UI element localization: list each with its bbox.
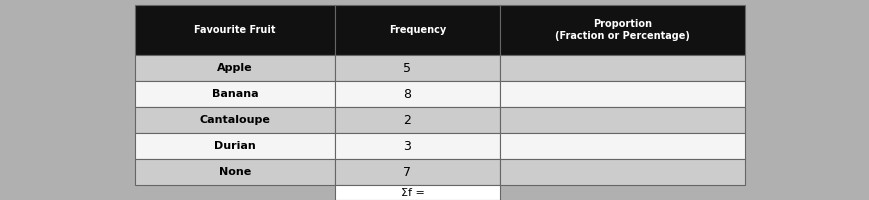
Bar [335,107,500,133]
Text: Proportion
(Fraction or Percentage): Proportion (Fraction or Percentage) [554,19,689,41]
Bar [500,107,744,133]
Text: 5: 5 [403,62,411,74]
Bar [500,81,744,107]
Text: Frequency: Frequency [388,25,446,35]
Text: Cantaloupe: Cantaloupe [199,115,270,125]
Bar [335,55,500,81]
Bar [335,133,500,159]
Text: 7: 7 [403,166,411,178]
Bar [500,133,744,159]
Bar [135,107,335,133]
Bar [135,5,335,55]
Text: 2: 2 [403,114,411,127]
Bar [135,81,335,107]
Text: Durian: Durian [214,141,255,151]
Bar [135,133,335,159]
Text: Favourite Fruit: Favourite Fruit [194,25,275,35]
Text: Banana: Banana [211,89,258,99]
Text: 8: 8 [403,88,411,100]
Text: Σf =: Σf = [400,188,424,198]
Text: None: None [219,167,251,177]
Bar [135,159,335,185]
Bar [135,55,335,81]
Bar [500,55,744,81]
Bar [500,159,744,185]
Text: 3: 3 [403,140,411,152]
Bar [335,185,500,200]
Text: Apple: Apple [217,63,253,73]
Bar [500,5,744,55]
Bar [335,159,500,185]
Bar [335,5,500,55]
Bar [335,81,500,107]
